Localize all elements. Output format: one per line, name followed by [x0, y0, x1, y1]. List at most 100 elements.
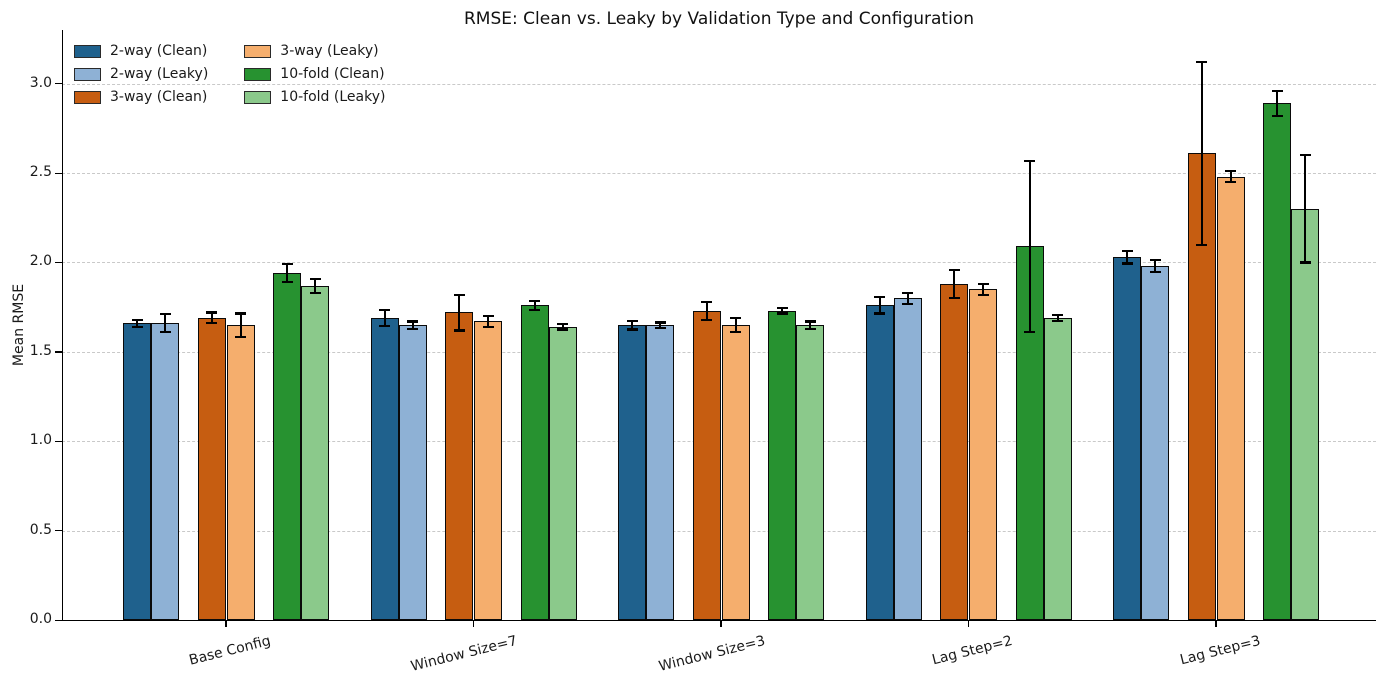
error-bar-cap-top — [730, 316, 741, 320]
error-bar-cap-top — [131, 318, 143, 321]
error-bar-cap-bottom — [902, 302, 913, 305]
legend-swatch — [74, 67, 101, 81]
error-bar-cap-bottom — [977, 293, 989, 296]
error-bar — [561, 324, 564, 330]
error-bar-cap-top — [977, 282, 989, 286]
error-bar — [458, 294, 460, 331]
bar — [548, 326, 577, 620]
error-bar — [239, 313, 242, 337]
error-bar — [781, 308, 783, 314]
error-bar-cap-top — [948, 268, 960, 271]
error-bar-cap-bottom — [235, 335, 246, 338]
error-bar-cap-top — [407, 320, 418, 323]
error-bar-cap-top — [206, 311, 217, 314]
error-bar-cap-bottom — [654, 326, 666, 329]
bar — [1141, 266, 1169, 620]
error-bar-cap-bottom — [131, 325, 143, 328]
error-bar-cap-top — [1149, 258, 1161, 261]
error-bar-cap-top — [309, 277, 321, 280]
error-bar — [136, 319, 138, 327]
legend-swatch — [74, 90, 101, 104]
error-bar — [1154, 259, 1156, 273]
error-bar-cap-bottom — [379, 324, 390, 328]
legend: 2-way (Clean) 2-way (Leaky) 3-way (Clean) 3… — [74, 43, 385, 105]
error-bar-cap-top — [1052, 314, 1063, 317]
bar — [474, 321, 502, 620]
legend-item: 2-way (Clean) — [74, 43, 208, 59]
error-bar — [210, 312, 213, 324]
error-bar-cap-bottom — [776, 312, 788, 315]
error-bar-cap-top — [626, 319, 638, 322]
bar — [940, 283, 968, 620]
error-bar-cap-top — [379, 308, 390, 311]
error-bar-cap-bottom — [701, 318, 712, 321]
error-bar — [878, 297, 881, 314]
error-bar-cap-bottom — [730, 331, 741, 334]
bar — [768, 310, 796, 620]
error-bar-cap-bottom — [453, 329, 465, 332]
bar — [796, 325, 824, 620]
error-bar — [705, 301, 708, 320]
bar — [1291, 208, 1319, 620]
x-axis-spine — [62, 620, 1376, 622]
bar — [969, 289, 997, 620]
legend-item: 2-way (Leaky) — [74, 66, 208, 82]
bar — [893, 298, 922, 620]
bar — [1263, 103, 1291, 620]
y-tick — [55, 440, 62, 442]
bar — [1216, 176, 1245, 620]
error-bar-cap-top — [654, 321, 666, 324]
bar — [151, 323, 179, 620]
error-bar-cap-bottom — [1196, 243, 1207, 246]
y-tick — [55, 619, 62, 621]
legend-label: 10-fold (Clean) — [280, 66, 385, 82]
legend-label: 3-way (Leaky) — [280, 43, 379, 59]
error-bar-cap-bottom — [1121, 262, 1133, 265]
bar — [445, 312, 473, 620]
error-bar — [164, 314, 166, 333]
bar — [273, 273, 301, 620]
error-bar — [1304, 155, 1306, 263]
legend-label: 2-way (Leaky) — [110, 66, 209, 82]
y-tick-label: 0.5 — [29, 521, 52, 538]
y-tick-label: 2.0 — [29, 253, 52, 270]
error-bar — [659, 322, 661, 328]
y-tick — [55, 530, 62, 532]
chart-title: RMSE: Clean vs. Leaky by Validation Type… — [464, 9, 974, 29]
x-tick-label: Lag Step=3 — [1178, 633, 1262, 669]
x-tick — [225, 620, 227, 627]
error-bar-cap-top — [1196, 61, 1207, 64]
error-bar-cap-bottom — [159, 331, 171, 334]
error-bar-cap-bottom — [626, 328, 638, 331]
bar — [123, 323, 151, 620]
bar — [692, 310, 721, 620]
legend-label: 10-fold (Leaky) — [280, 89, 386, 105]
error-bar-cap-top — [235, 312, 246, 315]
error-bar-cap-top — [1024, 159, 1035, 162]
x-tick — [1215, 620, 1217, 627]
error-bar — [982, 283, 984, 295]
error-bar-cap-top — [1121, 249, 1133, 252]
error-bar-cap-bottom — [281, 281, 293, 284]
error-bar — [411, 321, 414, 329]
legend-swatch — [244, 67, 272, 81]
y-tick — [55, 351, 62, 353]
error-bar-cap-bottom — [804, 327, 816, 330]
bar — [398, 325, 427, 620]
error-bar-cap-top — [529, 299, 540, 303]
y-tick-label: 3.0 — [29, 74, 52, 91]
error-bar — [487, 316, 489, 327]
error-bar-cap-top — [281, 263, 293, 266]
x-tick-label: Window Size=3 — [657, 633, 767, 675]
y-tick — [55, 172, 62, 174]
x-tick-label: Base Config — [187, 633, 272, 669]
legend-item: 10-fold (Clean) — [244, 66, 385, 82]
error-bar — [1200, 62, 1203, 245]
error-bar — [383, 309, 386, 326]
error-bar-cap-top — [482, 315, 494, 318]
y-tick-label: 2.5 — [29, 164, 52, 181]
x-tick-label: Window Size=7 — [409, 633, 520, 675]
gridline — [62, 83, 1376, 85]
legend-label: 2-way (Clean) — [110, 43, 208, 59]
